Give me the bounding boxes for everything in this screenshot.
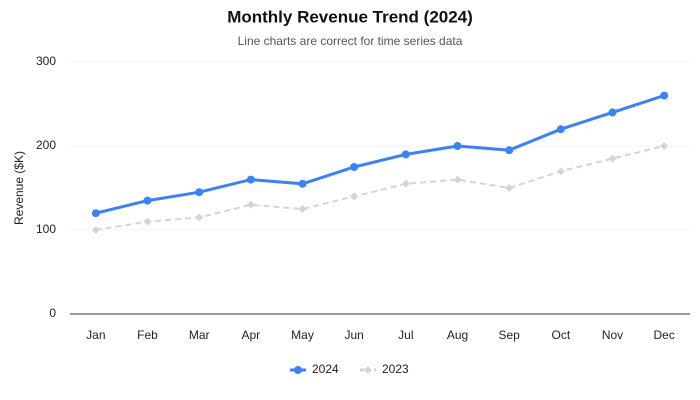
data-point [195,213,204,222]
x-tick-label: Apr [241,328,260,342]
data-point [143,196,152,205]
data-point [298,205,307,213]
data-point [556,167,565,176]
y-tick-label: 0 [49,306,56,320]
data-point [195,188,204,197]
legend-marker [294,366,302,374]
data-point [660,142,669,150]
series-line [95,94,665,215]
data-point [246,175,255,184]
y-tick-label: 200 [36,138,56,152]
data-point [453,142,462,150]
x-tick-label: Sep [498,328,520,342]
y-tick-label: 100 [36,222,56,236]
x-tick-label: Oct [551,328,570,342]
x-tick-label: May [291,328,314,342]
x-tick-label: Jun [344,328,363,342]
data-point [453,175,462,184]
data-point [608,108,617,117]
legend-marker [364,366,372,374]
data-point [608,154,617,163]
data-point [298,179,307,188]
data-point [246,200,255,209]
legend-label: 2023 [382,362,409,376]
chart-subtitle: Line charts are correct for time series … [238,34,463,48]
data-point [350,192,359,201]
data-point [91,226,100,234]
data-point [556,125,565,134]
data-point [660,91,669,100]
x-tick-label: Feb [137,328,158,342]
x-tick-label: Mar [189,328,210,342]
x-tick-label: Nov [602,328,623,342]
data-point [91,209,100,218]
y-axis-label: Revenue ($K) [12,151,26,225]
data-point [401,179,410,188]
data-point [505,146,514,155]
data-point [401,150,410,159]
y-tick-label: 300 [36,54,56,68]
legend-label: 2024 [312,362,339,376]
x-tick-label: Jan [86,328,105,342]
series-line [95,145,665,231]
x-tick-label: Aug [447,328,468,342]
data-point [350,163,359,171]
chart-title: Monthly Revenue Trend (2024) [227,7,473,26]
x-tick-label: Jul [398,328,413,342]
data-point [143,217,152,226]
x-tick-label: Dec [653,328,674,342]
data-point [505,184,514,192]
